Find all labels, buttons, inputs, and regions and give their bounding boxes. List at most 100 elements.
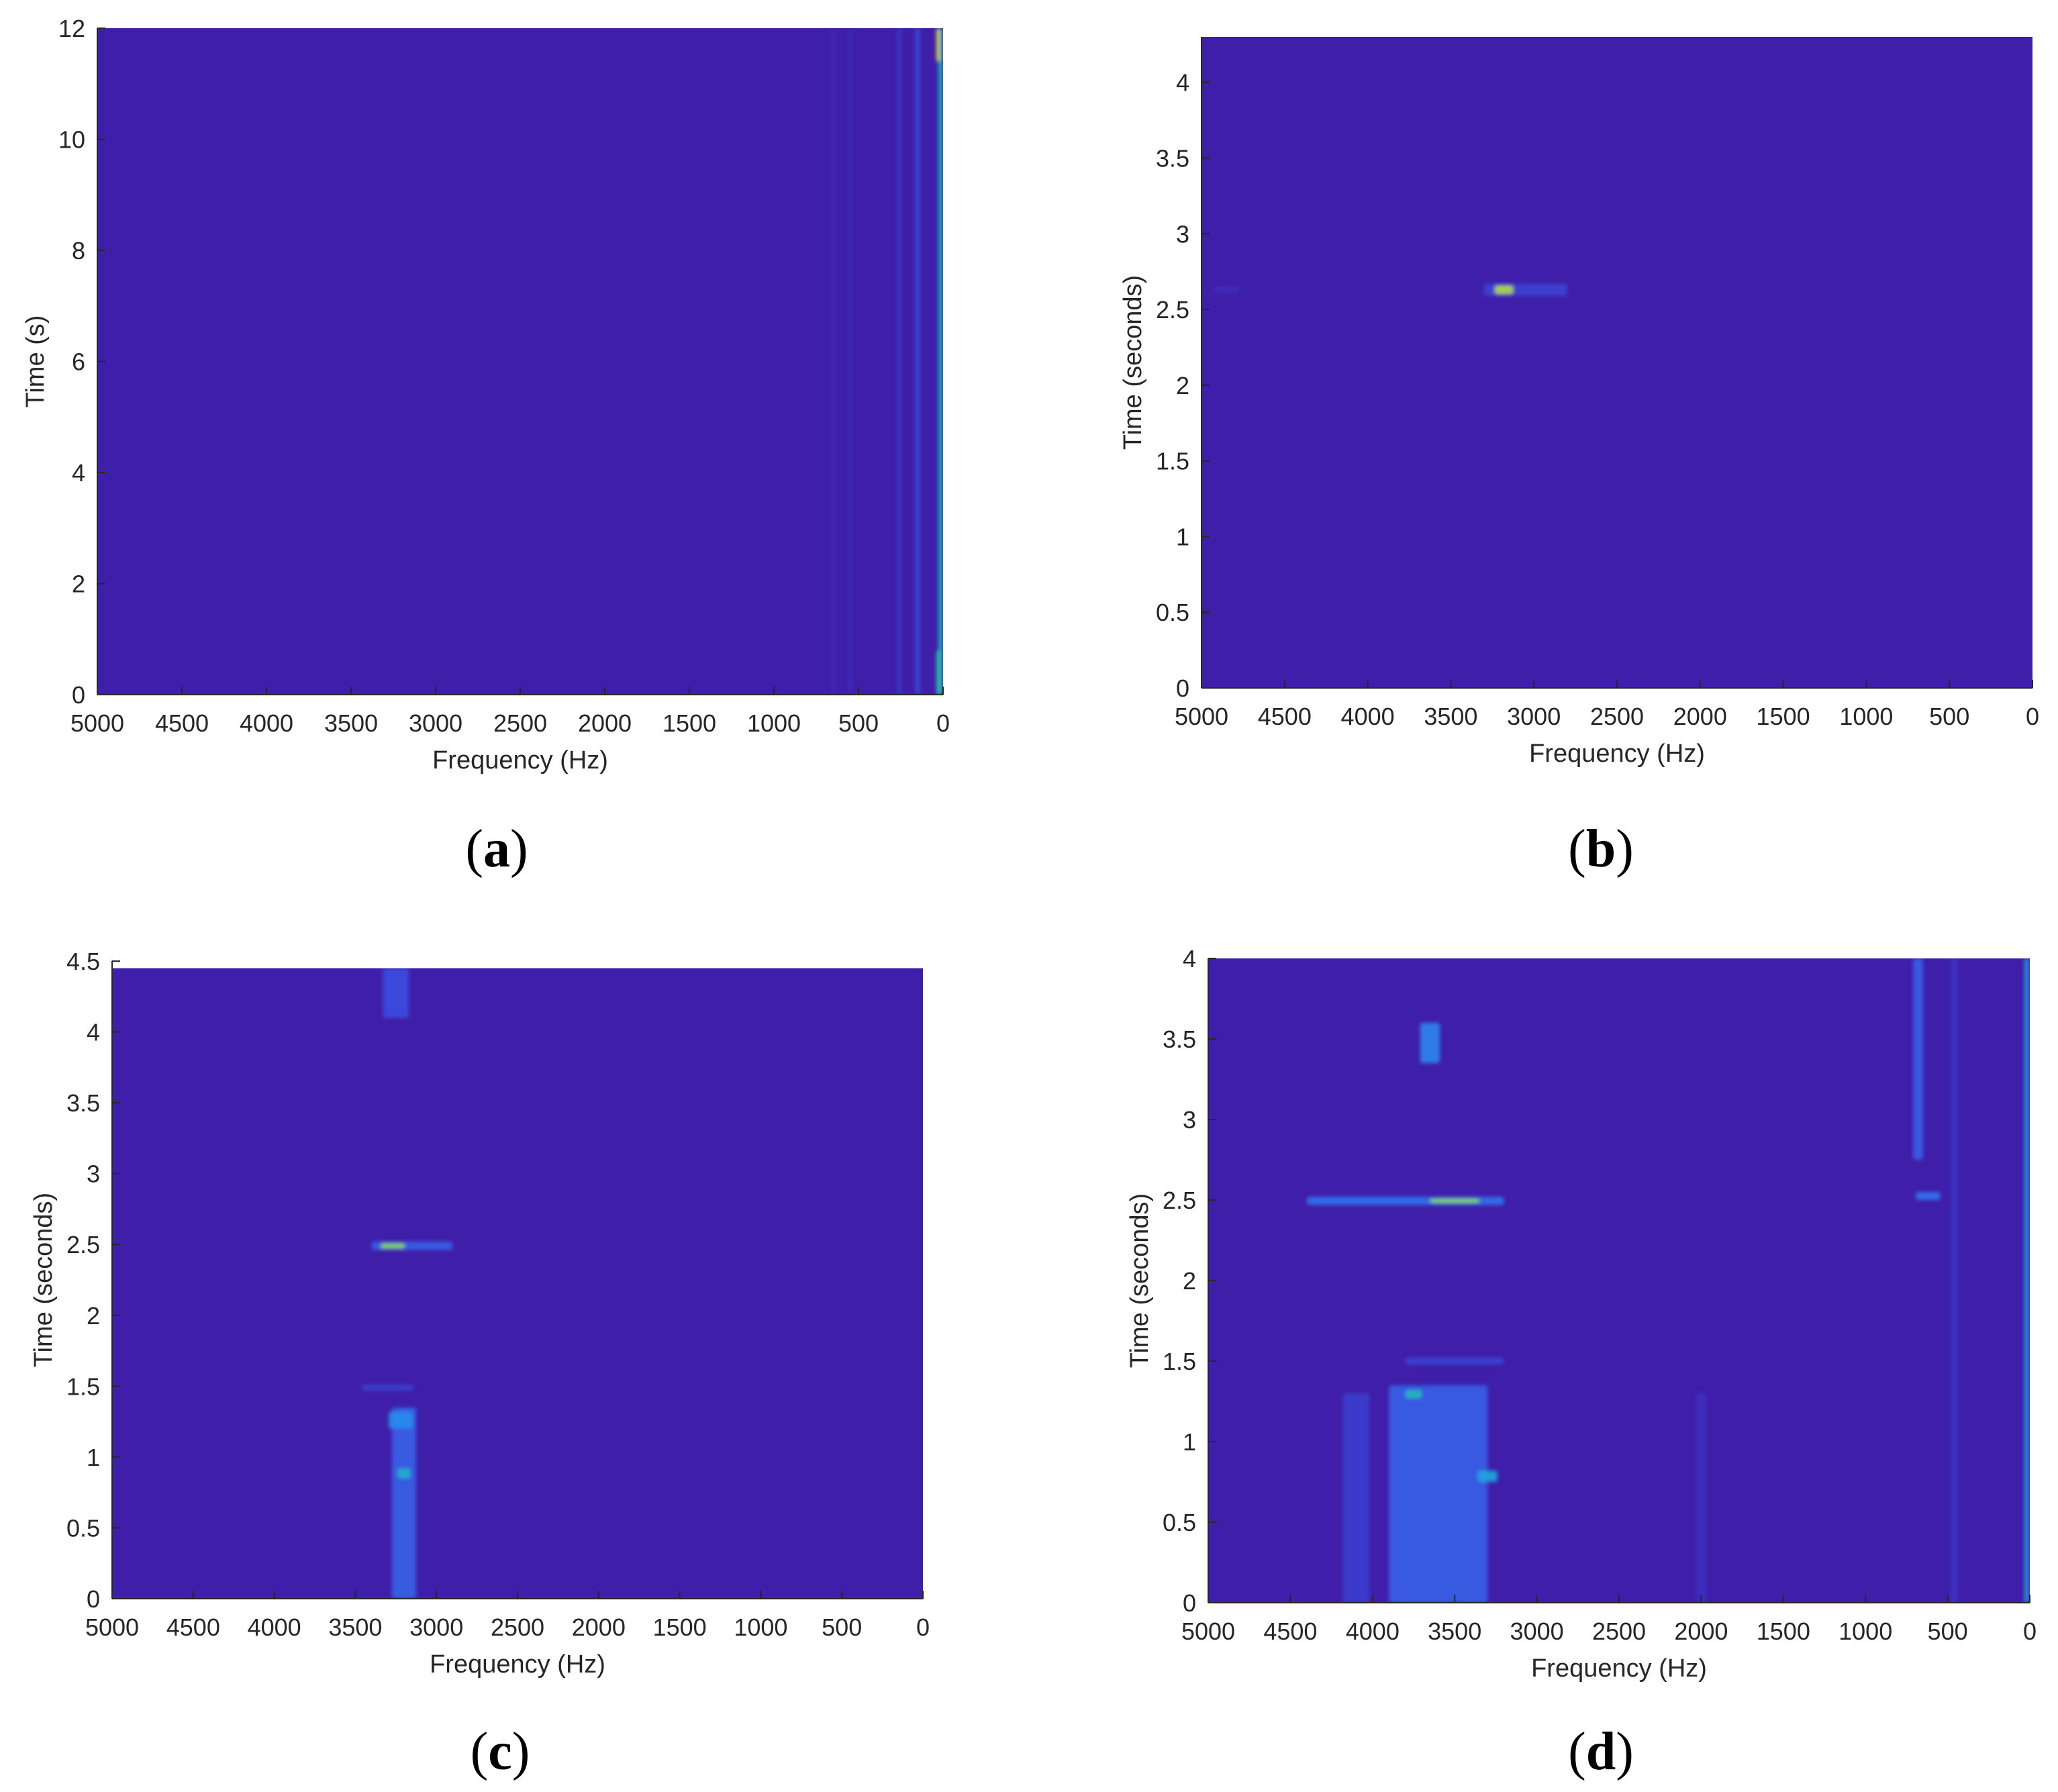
x-tick-label: 5000: [1175, 703, 1228, 730]
spectrogram-energy-layer: [362, 968, 453, 1599]
spectrogram-energy-layer: [1306, 958, 2029, 1603]
energy-feature: [1405, 1390, 1422, 1399]
y-tick-label: 3: [1176, 220, 1189, 248]
y-tick-label: 0: [1176, 675, 1189, 702]
x-tick-label: 4000: [240, 709, 293, 737]
x-tick-label: 4500: [155, 709, 209, 737]
x-tick-label: 5000: [85, 1613, 139, 1641]
y-tick-label: 12: [58, 15, 85, 42]
y-tick-label: 6: [72, 348, 85, 376]
x-tick-label: 4500: [1263, 1617, 1317, 1645]
energy-feature: [1951, 958, 1958, 1603]
y-tick-label: 2.5: [1163, 1187, 1196, 1214]
x-tick-label: 1500: [1757, 1617, 1810, 1645]
energy-feature: [388, 1411, 413, 1429]
x-tick-label: 500: [1929, 703, 1969, 730]
energy-feature: [1915, 1192, 1941, 1200]
energy-feature: [397, 1468, 411, 1479]
x-tick-label: 2000: [1673, 703, 1727, 730]
energy-feature: [380, 1243, 405, 1249]
y-tick-label: 2: [72, 570, 85, 598]
spectrogram-field: [1208, 958, 2030, 1603]
x-tick-label: 3000: [1510, 1617, 1564, 1645]
x-tick-label: 3000: [409, 709, 462, 737]
x-tick-label: 0: [916, 1613, 930, 1641]
energy-feature: [1405, 1358, 1504, 1364]
y-tick-label: 2: [1183, 1267, 1196, 1295]
energy-feature: [362, 1385, 414, 1391]
x-tick-label: 1000: [747, 709, 801, 737]
energy-feature: [2024, 958, 2029, 1603]
spectrogram-field: [112, 968, 923, 1599]
energy-feature: [1389, 1385, 1488, 1603]
x-tick-label: 2500: [1592, 1617, 1646, 1645]
x-tick-label: 500: [838, 709, 879, 737]
spectrogram-panel-d: 5000 4500 4000 3500 3000 2500 2000 1500 1000 500 0…: [1126, 945, 2037, 1683]
panel-caption-d: (d): [1568, 1722, 1634, 1781]
x-tick-label: 500: [1928, 1617, 1968, 1645]
energy-feature: [1420, 1023, 1440, 1063]
y-tick-label: 0: [72, 681, 85, 709]
energy-feature: [1430, 1198, 1479, 1203]
x-tick-label: 3000: [1507, 703, 1561, 730]
y-axis-label: Time (seconds): [1126, 1193, 1154, 1368]
x-tick-label: 4000: [1341, 703, 1395, 730]
y-tick-label: 4: [87, 1019, 100, 1046]
energy-feature: [936, 650, 940, 695]
x-tick-label: 1500: [653, 1613, 707, 1641]
x-tick-label: 4500: [166, 1613, 220, 1641]
x-tick-label: 0: [2023, 1617, 2037, 1645]
x-tick-label: 2500: [493, 709, 547, 737]
y-tick-label: 8: [72, 237, 85, 264]
x-tick-label: 4500: [1258, 703, 1312, 730]
x-tick-label: 3500: [1428, 1617, 1481, 1645]
y-tick-label: 2.5: [66, 1231, 100, 1258]
panel-caption-a: (a): [465, 819, 528, 879]
x-tick-label: 500: [822, 1613, 862, 1641]
x-tick-label: 1000: [1839, 1617, 1892, 1645]
y-tick-label: 1.5: [1156, 448, 1189, 475]
energy-feature: [831, 28, 835, 695]
x-tick-label: 4000: [1346, 1617, 1400, 1645]
x-tick-label: 5000: [70, 709, 124, 737]
y-tick-label: 3: [87, 1160, 100, 1188]
spectrogram-field: [1202, 37, 2032, 688]
y-tick-label: 3.5: [66, 1089, 100, 1117]
x-tick-label: 3000: [409, 1613, 463, 1641]
y-tick-label: 0.5: [1163, 1509, 1196, 1536]
y-tick-label: 1: [1183, 1428, 1196, 1456]
x-tick-label: 4000: [248, 1613, 301, 1641]
y-tick-label: 10: [58, 126, 85, 154]
x-tick-label: 2500: [1590, 703, 1644, 730]
spectrogram-energy-layer: [831, 28, 943, 695]
x-tick-label: 1000: [734, 1613, 787, 1641]
x-tick-label: 5000: [1181, 1617, 1235, 1645]
y-axis-label: Time (s): [21, 315, 50, 408]
y-tick-label: 2: [1176, 372, 1189, 399]
energy-feature: [897, 28, 901, 695]
spectrogram-field: [97, 28, 943, 695]
energy-feature: [938, 28, 943, 695]
y-tick-label: 0: [1183, 1589, 1196, 1617]
y-tick-label: 4: [1183, 945, 1196, 973]
y-tick-label: 4.5: [66, 948, 100, 975]
y-tick-label: 4: [1176, 69, 1189, 97]
energy-feature: [848, 28, 852, 695]
y-tick-label: 2: [87, 1302, 100, 1330]
energy-feature: [1495, 285, 1514, 295]
y-tick-label: 2.5: [1156, 296, 1189, 323]
x-tick-label: 1500: [663, 709, 716, 737]
panel-caption-c: (c): [470, 1722, 530, 1781]
spectrogram-panel-c: 5000 4500 4000 3500 3000 2500 2000 1500 1000 500 0…: [30, 948, 930, 1679]
x-tick-label: 2000: [572, 1613, 626, 1641]
x-axis-label: Frequency (Hz): [1531, 1654, 1707, 1683]
x-tick-label: 2000: [1674, 1617, 1728, 1645]
x-tick-label: 2000: [578, 709, 632, 737]
spectrogram-panel-b: 5000 4500 4000 3500 3000 2500 2000 1500 1000 500 0…: [1119, 37, 2039, 768]
y-tick-label: 3.5: [1156, 144, 1189, 172]
y-tick-label: 3.5: [1163, 1026, 1196, 1053]
x-tick-label: 0: [2026, 703, 2039, 730]
energy-feature: [1342, 1393, 1369, 1603]
y-axis-label: Time (seconds): [30, 1193, 58, 1367]
